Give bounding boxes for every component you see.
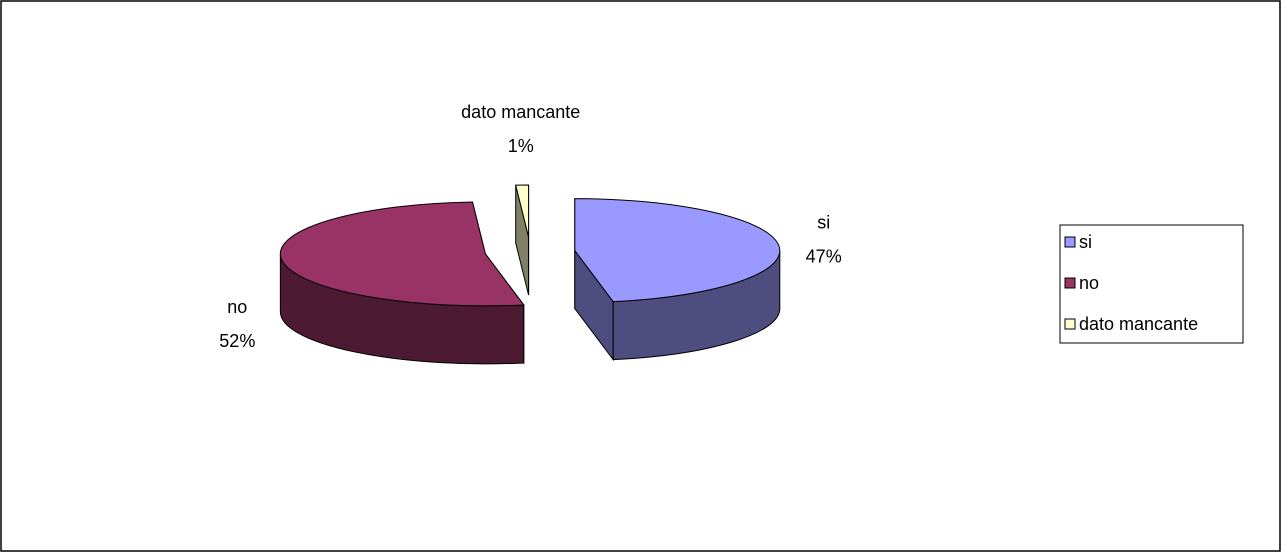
- slice-top: [574, 198, 781, 303]
- slice: [515, 184, 530, 296]
- legend-swatch: [1064, 318, 1076, 330]
- slice: [279, 201, 525, 365]
- data-label-name: dato mancante: [461, 102, 580, 122]
- data-label: 1%: [508, 136, 534, 156]
- data-label: 47%: [806, 246, 842, 266]
- slice: [574, 198, 781, 362]
- data-label-name: no: [227, 297, 247, 317]
- slice-top: [515, 184, 530, 238]
- legend-label: si: [1079, 232, 1092, 252]
- legend-label: no: [1079, 273, 1099, 293]
- legend-swatch: [1064, 236, 1076, 248]
- slice-top: [279, 201, 525, 307]
- data-label-name: si: [817, 212, 830, 232]
- legend: si no dato mancante: [1064, 232, 1198, 334]
- legend-box: [1059, 224, 1244, 344]
- pie: si 47% no 52% dato mancante 1%: [219, 102, 842, 365]
- data-label: 52%: [219, 331, 255, 351]
- legend-label: dato mancante: [1079, 314, 1198, 334]
- legend-swatch: [1064, 277, 1076, 289]
